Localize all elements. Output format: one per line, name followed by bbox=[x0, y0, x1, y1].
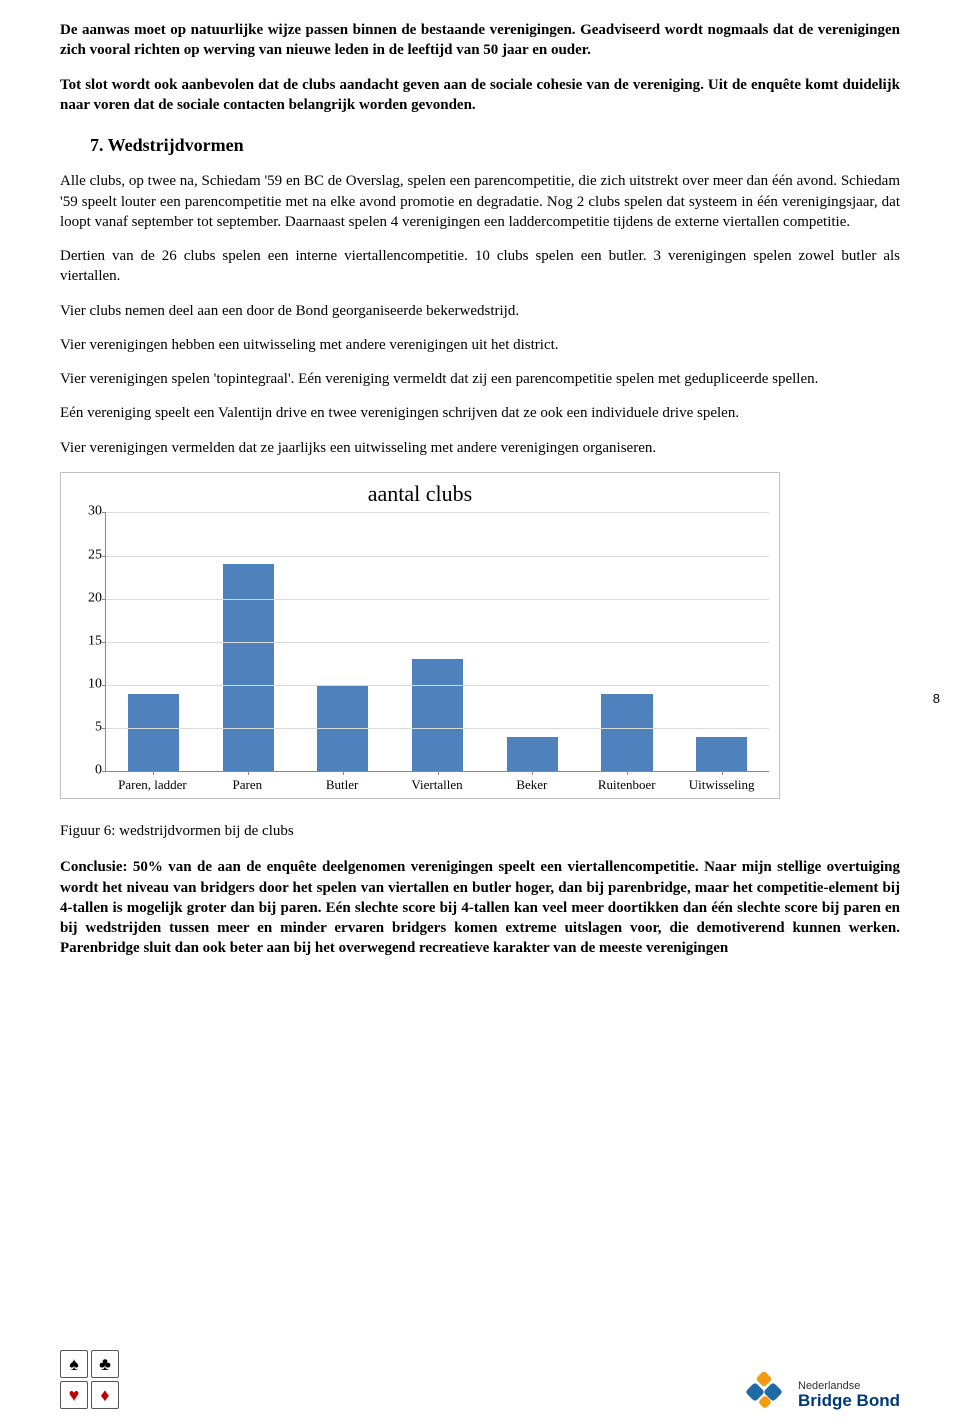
conclusion: Conclusie: 50% van de aan de enquête dee… bbox=[60, 857, 900, 958]
bar bbox=[128, 694, 179, 772]
y-tick-label: 0 bbox=[76, 762, 102, 781]
spade-icon: ♠ bbox=[60, 1350, 88, 1378]
diamond-icon: ♦ bbox=[91, 1381, 119, 1409]
bar bbox=[696, 737, 747, 772]
club-icon: ♣ bbox=[91, 1350, 119, 1378]
chart-x-labels: Paren, ladderParenButlerViertallenBekerR… bbox=[105, 776, 769, 794]
heart-icon: ♥ bbox=[60, 1381, 88, 1409]
x-label: Paren, ladder bbox=[105, 776, 200, 794]
bar bbox=[601, 694, 652, 772]
y-tick-label: 5 bbox=[76, 719, 102, 738]
y-tick-label: 15 bbox=[76, 633, 102, 652]
p3: Vier clubs nemen deel aan een door de Bo… bbox=[60, 301, 900, 321]
p5: Vier verenigingen spelen 'topintegraal'.… bbox=[60, 369, 900, 389]
y-tick-label: 10 bbox=[76, 676, 102, 695]
logo-mark bbox=[744, 1371, 790, 1409]
x-label: Paren bbox=[200, 776, 295, 794]
page-footer: ♠ ♣ ♥ ♦ Nederlandse Bridge Bond bbox=[60, 1350, 900, 1409]
p4: Vier verenigingen hebben een uitwisselin… bbox=[60, 335, 900, 355]
bar bbox=[507, 737, 558, 772]
bridge-bond-logo: Nederlandse Bridge Bond bbox=[744, 1371, 900, 1409]
card-suit-icons: ♠ ♣ ♥ ♦ bbox=[60, 1350, 119, 1409]
bar-chart: aantal clubs 051015202530 Paren, ladderP… bbox=[60, 472, 780, 799]
y-tick-label: 25 bbox=[76, 546, 102, 565]
y-tick-label: 30 bbox=[76, 503, 102, 522]
x-label: Viertallen bbox=[390, 776, 485, 794]
section-heading: 7. Wedstrijdvormen bbox=[90, 133, 900, 157]
p7: Vier verenigingen vermelden dat ze jaarl… bbox=[60, 438, 900, 458]
x-label: Uitwisseling bbox=[674, 776, 769, 794]
bar bbox=[223, 564, 274, 771]
x-label: Butler bbox=[295, 776, 390, 794]
x-label: Ruitenboer bbox=[579, 776, 674, 794]
p6: Eén vereniging speelt een Valentijn driv… bbox=[60, 403, 900, 423]
y-tick-label: 20 bbox=[76, 589, 102, 608]
p1: Alle clubs, op twee na, Schiedam '59 en … bbox=[60, 171, 900, 232]
logo-text: Nederlandse Bridge Bond bbox=[798, 1381, 900, 1409]
chart-plot-area: 051015202530 bbox=[105, 512, 769, 772]
chart-title: aantal clubs bbox=[71, 479, 769, 509]
intro-para-2: Tot slot wordt ook aanbevolen dat de clu… bbox=[60, 75, 900, 116]
logo-line2: Bridge Bond bbox=[798, 1392, 900, 1409]
bar bbox=[412, 659, 463, 771]
p2: Dertien van de 26 clubs spelen een inter… bbox=[60, 246, 900, 287]
page-number: 8 bbox=[933, 690, 940, 708]
intro-para-1: De aanwas moet op natuurlijke wijze pass… bbox=[60, 20, 900, 61]
figure-caption: Figuur 6: wedstrijdvormen bij de clubs bbox=[60, 821, 900, 841]
x-label: Beker bbox=[484, 776, 579, 794]
